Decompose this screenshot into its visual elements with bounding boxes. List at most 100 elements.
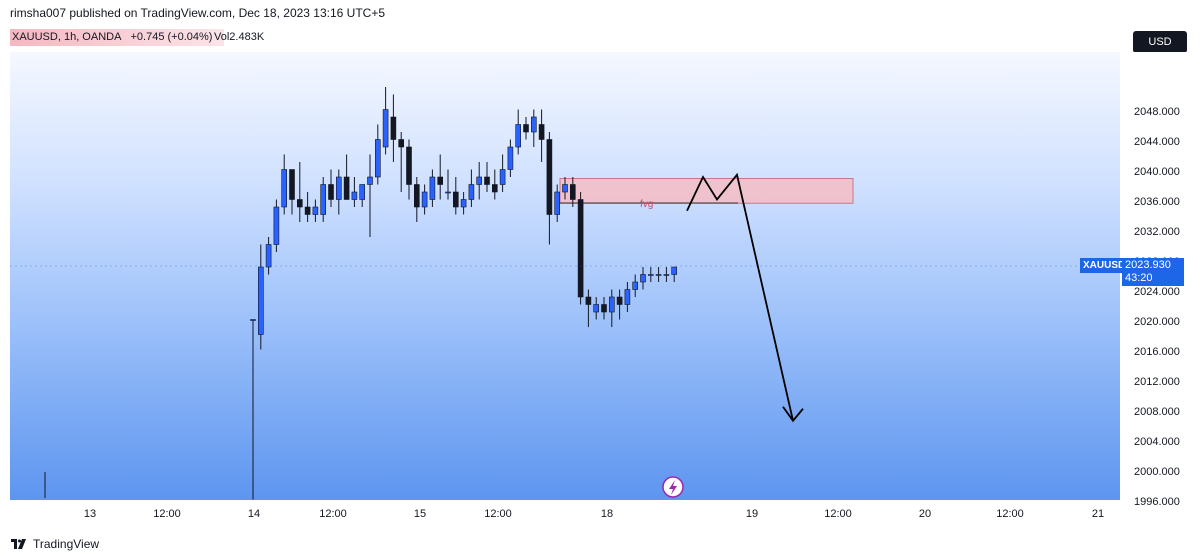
time-tick-label: 12:00 bbox=[153, 508, 181, 520]
symbol-legend[interactable]: XAUUSD, 1h, OANDA +0.745 (+0.04%) bbox=[10, 29, 225, 46]
publish-header: rimsha007 published on TradingView.com, … bbox=[10, 6, 386, 20]
bearish-candle bbox=[304, 206, 311, 215]
last-price-symbol-tag: XAUUSD bbox=[1080, 258, 1129, 273]
price-tick-label: 2008.000 bbox=[1134, 406, 1180, 418]
bearish-candle bbox=[569, 184, 576, 200]
time-tick-label: 20 bbox=[919, 508, 931, 520]
price-tick-label: 2048.000 bbox=[1134, 106, 1180, 118]
price-tick-label: 1996.000 bbox=[1134, 496, 1180, 508]
bullish-candle bbox=[382, 109, 389, 148]
bearish-candle bbox=[601, 304, 607, 313]
price-tick-label: 2024.000 bbox=[1134, 286, 1180, 298]
bearish-candle bbox=[585, 296, 592, 305]
bearish-candle bbox=[289, 169, 295, 200]
price-tick-label: 2032.000 bbox=[1134, 226, 1180, 238]
bullish-candle bbox=[250, 319, 256, 321]
bearish-candle bbox=[343, 176, 350, 200]
bullish-candle bbox=[421, 191, 428, 208]
bullish-candle bbox=[476, 176, 483, 185]
time-tick-label: 12:00 bbox=[824, 508, 852, 520]
volume-readout: Vol2.483K bbox=[214, 31, 265, 43]
bullish-candle bbox=[515, 124, 522, 148]
bearish-candle bbox=[538, 124, 545, 140]
bullish-candle bbox=[320, 184, 327, 215]
bearish-candle bbox=[616, 296, 623, 305]
price-tick-label: 2000.000 bbox=[1134, 466, 1180, 478]
bullish-candle bbox=[640, 274, 646, 283]
bearish-candle bbox=[452, 191, 459, 208]
price-tick-label: 2004.000 bbox=[1134, 436, 1180, 448]
chart-pane[interactable] bbox=[10, 52, 1120, 500]
time-tick-label: 12:00 bbox=[996, 508, 1024, 520]
bearish-candle bbox=[484, 176, 490, 185]
time-tick-label: 21 bbox=[1092, 508, 1104, 520]
bullish-candle bbox=[351, 191, 358, 200]
footer-brand[interactable]: TradingView bbox=[10, 537, 99, 551]
bullish-candle bbox=[530, 116, 537, 133]
bearish-candle bbox=[406, 146, 412, 185]
time-tick-label: 14 bbox=[248, 508, 260, 520]
bullish-candle bbox=[663, 274, 670, 276]
bullish-candle bbox=[445, 191, 451, 194]
bullish-candle bbox=[460, 199, 467, 208]
bullish-candle bbox=[468, 184, 475, 200]
bullish-candle bbox=[335, 176, 342, 200]
bullish-candle bbox=[554, 191, 561, 215]
bearish-candle bbox=[390, 116, 397, 140]
bullish-candle bbox=[265, 244, 272, 268]
time-axis[interactable] bbox=[10, 500, 1190, 526]
bearish-candle bbox=[523, 124, 529, 133]
tradingview-logo-icon bbox=[11, 539, 26, 549]
bullish-candle bbox=[655, 274, 662, 276]
fvg-label: fvg bbox=[640, 199, 653, 210]
bullish-candle bbox=[499, 169, 506, 185]
bullish-candle bbox=[507, 146, 514, 170]
projection-path bbox=[686, 172, 794, 421]
bullish-candle bbox=[608, 296, 615, 313]
time-tick-label: 19 bbox=[746, 508, 758, 520]
bearish-candle bbox=[413, 184, 420, 208]
bearish-candle bbox=[546, 139, 553, 215]
price-tick-label: 2040.000 bbox=[1134, 166, 1180, 178]
time-tick-label: 15 bbox=[414, 508, 426, 520]
footer-brand-label: TradingView bbox=[33, 537, 100, 551]
price-tick-label: 2016.000 bbox=[1134, 346, 1180, 358]
time-tick-label: 12:00 bbox=[484, 508, 512, 520]
symbol-name: XAUUSD, 1h, OANDA bbox=[12, 31, 122, 43]
time-tick-label: 18 bbox=[601, 508, 613, 520]
bullish-candle bbox=[374, 139, 381, 178]
bearish-candle bbox=[437, 176, 444, 185]
bearish-candle bbox=[296, 199, 303, 208]
bullish-candle bbox=[632, 281, 639, 290]
time-tick-label: 13 bbox=[84, 508, 96, 520]
bearish-candle bbox=[491, 184, 498, 193]
time-tick-label: 12:00 bbox=[319, 508, 347, 520]
last-price-value: 2023.930 bbox=[1125, 259, 1171, 271]
bullish-candle bbox=[257, 266, 264, 335]
bearish-candle bbox=[328, 184, 334, 200]
bar-countdown: 43:20 bbox=[1125, 272, 1153, 284]
price-tick-label: 2012.000 bbox=[1134, 376, 1180, 388]
last-price-tag: 2023.930 43:20 bbox=[1122, 258, 1184, 286]
bullish-candle bbox=[647, 274, 654, 276]
bullish-candle bbox=[562, 184, 568, 193]
bullish-candle bbox=[671, 266, 678, 275]
bullish-candle bbox=[367, 176, 373, 185]
bullish-candle bbox=[593, 304, 600, 313]
bearish-candle bbox=[577, 199, 584, 298]
price-tick-label: 2036.000 bbox=[1134, 196, 1180, 208]
bullish-candle bbox=[429, 176, 436, 200]
arrow-head-icon bbox=[782, 406, 804, 423]
bullish-candle bbox=[312, 206, 319, 215]
bullish-candle bbox=[359, 184, 366, 200]
price-tick-label: 2020.000 bbox=[1134, 316, 1180, 328]
bullish-candle bbox=[624, 289, 631, 305]
price-change: +0.745 (+0.04%) bbox=[130, 31, 213, 43]
lightning-bolt-icon bbox=[669, 480, 677, 495]
bearish-candle bbox=[398, 139, 405, 148]
bullish-candle bbox=[281, 169, 288, 208]
price-tick-label: 2044.000 bbox=[1134, 136, 1180, 148]
bullish-candle bbox=[273, 206, 280, 245]
currency-button[interactable]: USD bbox=[1133, 31, 1187, 53]
